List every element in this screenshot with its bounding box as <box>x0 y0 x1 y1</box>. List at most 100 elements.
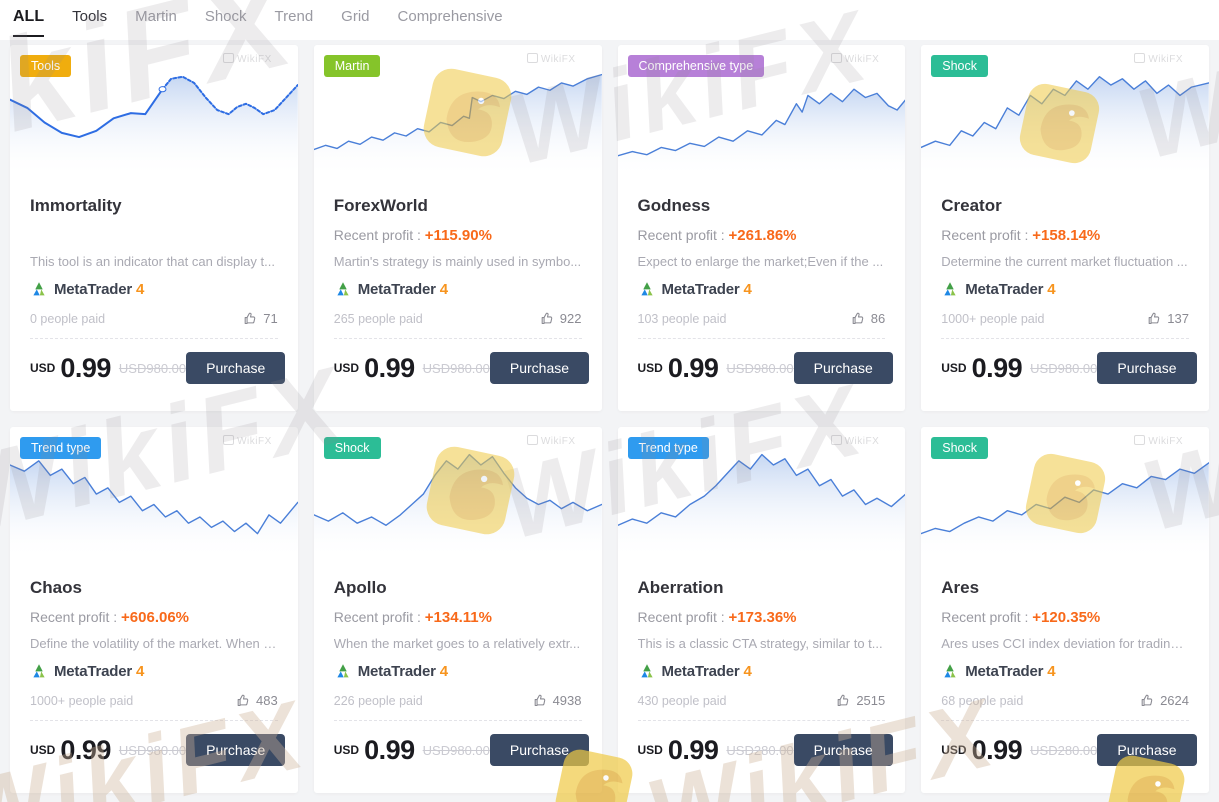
recent-profit-row: Recent profit : +158.14% <box>941 227 1189 245</box>
old-price: USD980.00 <box>118 360 187 376</box>
sparkline-chart <box>617 427 906 557</box>
product-description: Define the volatility of the market. Whe… <box>30 636 278 651</box>
metatrader-icon <box>33 664 45 678</box>
chart-watermark: WikiFX <box>1134 53 1183 65</box>
purchase-button[interactable]: Purchase <box>489 734 590 766</box>
likes-count: 2515 <box>856 693 886 708</box>
category-badge: Tools <box>20 55 72 77</box>
price-row: USD 0.99 USD980.00 Purchase <box>30 734 286 766</box>
platform-name: MetaTrader <box>965 662 1044 680</box>
recent-profit-row: Recent profit : +115.90% <box>334 227 582 245</box>
product-card[interactable]: Shock WikiFX Creator Recent profit : +15… <box>921 45 1209 411</box>
product-card[interactable]: Trend type WikiFX Chaos Recent profit : … <box>10 427 298 793</box>
purchase-button[interactable]: Purchase <box>186 352 286 384</box>
tab-grid[interactable]: Grid <box>341 8 370 25</box>
thumbs-up-icon <box>852 312 864 325</box>
category-badge: Shock <box>323 437 381 459</box>
product-description: Determine the current market fluctuation… <box>941 254 1188 269</box>
chart-watermark: WikiFX <box>831 53 880 65</box>
currency-label: USD <box>30 743 56 757</box>
likes-counter[interactable]: 2515 <box>836 693 885 708</box>
purchase-button[interactable]: Purchase <box>793 352 893 384</box>
product-chart-thumbnail: Shock WikiFX <box>921 427 1209 557</box>
likes-counter[interactable]: 137 <box>1147 311 1189 326</box>
thumbs-up-icon <box>541 312 553 325</box>
purchase-button[interactable]: Purchase <box>489 352 590 384</box>
tab-tools[interactable]: Tools <box>72 8 108 25</box>
dashed-divider <box>30 338 278 339</box>
current-price: 0.99 <box>971 352 1023 383</box>
dashed-divider <box>941 720 1189 721</box>
price-row: USD 0.99 USD280.00 Purchase <box>941 734 1197 766</box>
currency-label: USD <box>637 743 663 757</box>
product-card[interactable]: Tools WikiFX Immortality This tool is an… <box>10 45 298 411</box>
tab-all[interactable]: ALL <box>13 8 45 37</box>
chart-watermark: WikiFX <box>527 435 576 447</box>
tab-comprehensive[interactable]: Comprehensive <box>397 8 503 25</box>
likes-counter[interactable]: 86 <box>851 311 885 326</box>
purchase-button[interactable]: Purchase <box>186 734 286 766</box>
tab-shock[interactable]: Shock <box>204 8 247 25</box>
dashed-divider <box>333 720 582 721</box>
product-title: Chaos <box>30 578 82 597</box>
likes-counter[interactable]: 922 <box>540 311 582 326</box>
category-tabs: ALL Tools Martin Shock Trend Grid Comprehensiv… <box>0 0 1219 40</box>
likes-counter[interactable]: 483 <box>236 693 278 708</box>
profit-label: Recent profit : <box>333 609 425 625</box>
old-price: USD980.00 <box>726 360 794 376</box>
platform-row: MetaTrader 4 <box>941 280 1189 298</box>
tab-martin[interactable]: Martin <box>135 8 177 25</box>
profit-label: Recent profit : <box>637 227 729 243</box>
metatrader-icon <box>337 664 349 678</box>
thumbs-up-icon <box>1141 694 1153 707</box>
profit-label: Recent profit : <box>30 609 122 625</box>
purchase-button[interactable]: Purchase <box>793 734 893 766</box>
product-description: Ares uses CCI index deviation for tradin… <box>941 636 1189 651</box>
thumbs-up-icon <box>837 694 849 707</box>
platform-row: MetaTrader 4 <box>638 662 886 680</box>
current-price: 0.99 <box>60 734 111 765</box>
old-price: USD980.00 <box>422 360 490 376</box>
product-card[interactable]: Shock WikiFX Apollo Recent profit : +134… <box>313 427 602 793</box>
sparkline-chart <box>617 45 906 175</box>
platform-name: MetaTrader <box>661 662 740 680</box>
sparkline-chart <box>10 45 298 175</box>
platform-version: 4 <box>439 662 449 680</box>
product-title: Godness <box>637 196 711 215</box>
likes-counter[interactable]: 71 <box>243 311 278 326</box>
stats-row: 68 people paid 2624 <box>941 693 1189 708</box>
product-title: Apollo <box>333 578 387 597</box>
tab-trend[interactable]: Trend <box>274 8 314 25</box>
dashed-divider <box>637 338 886 339</box>
platform-row: MetaTrader 4 <box>334 662 582 680</box>
product-card[interactable]: Shock WikiFX Ares Recent profit : +120.3… <box>921 427 1209 793</box>
product-chart-thumbnail: Martin WikiFX <box>313 45 602 175</box>
stats-row: 1000+ people paid 483 <box>30 693 278 708</box>
platform-row: MetaTrader 4 <box>941 662 1189 680</box>
people-paid: 1000+ people paid <box>30 693 134 708</box>
product-title: Aberration <box>637 578 724 597</box>
purchase-button[interactable]: Purchase <box>1097 734 1197 766</box>
platform-version: 4 <box>1047 662 1056 680</box>
product-card[interactable]: Martin WikiFX ForexWorld Recent profit :… <box>313 45 602 411</box>
likes-counter[interactable]: 4938 <box>533 693 582 708</box>
old-price: USD280.00 <box>1030 742 1098 758</box>
likes-counter[interactable]: 2624 <box>1140 693 1189 708</box>
product-chart-thumbnail: Comprehensive type WikiFX <box>617 45 906 175</box>
profit-label: Recent profit : <box>941 609 1033 625</box>
metatrader-icon <box>944 664 956 678</box>
platform-version: 4 <box>136 662 145 680</box>
product-card[interactable]: Comprehensive type WikiFX Godness Recent… <box>617 45 906 411</box>
metatrader-icon <box>337 282 349 296</box>
profit-label: Recent profit : <box>941 227 1033 243</box>
category-badge: Shock <box>931 55 988 77</box>
profit-value: +134.11% <box>424 609 492 626</box>
price-row: USD 0.99 USD980.00 Purchase <box>638 352 893 384</box>
purchase-button[interactable]: Purchase <box>1097 352 1197 384</box>
product-card[interactable]: Trend type WikiFX Aberration Recent prof… <box>617 427 906 793</box>
recent-profit-row: Recent profit : +120.35% <box>941 609 1189 627</box>
profit-label: Recent profit : <box>333 227 425 243</box>
product-chart-thumbnail: Shock WikiFX <box>921 45 1209 175</box>
dashed-divider <box>30 720 278 721</box>
platform-name: MetaTrader <box>661 280 740 298</box>
